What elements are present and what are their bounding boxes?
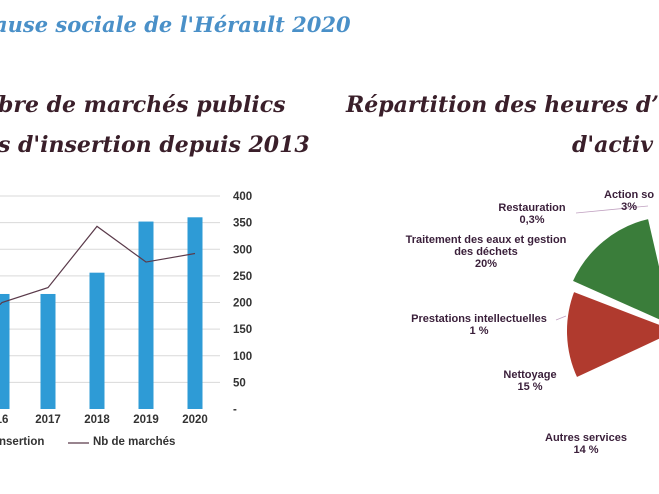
x-tick-label: 2018 xyxy=(84,414,110,426)
pie-label-nettoyage-name: Nettoyage xyxy=(503,369,557,381)
x-tick-label: 2017 xyxy=(35,414,61,426)
y2-tick-label: 100 xyxy=(233,351,252,363)
pie-slice xyxy=(565,289,659,380)
x-tick-label: 2019 xyxy=(133,414,159,426)
pie-label-prestations-value: 1 % xyxy=(469,325,489,337)
x-tick-label: 16 xyxy=(0,414,8,426)
pie-label-traitement-name: Traitement des eaux et gestion des déche… xyxy=(405,234,567,258)
y2-tick-label: 50 xyxy=(233,377,246,389)
bar xyxy=(187,217,203,409)
pie-label-nettoyage: Nettoyage 15 % xyxy=(494,369,566,393)
pie-label-restauration-name: Restauration xyxy=(498,202,566,214)
pie-label-traitement-value: 20% xyxy=(474,258,498,270)
y2-tick-label: 150 xyxy=(233,324,252,336)
legend-item-marches-label: Nb de marchés xyxy=(93,436,176,448)
page-banner: ause sociale de l'Hérault 2020 xyxy=(0,12,351,37)
bar xyxy=(0,293,10,409)
x-tick-label: 2020 xyxy=(182,414,208,426)
y2-tick-label: 200 xyxy=(233,298,252,310)
right-chart-title-line2: d'activ xyxy=(572,132,654,158)
pie-label-autres-services: Autres services 14 % xyxy=(538,432,634,456)
left-chart-title-line2: s d'insertion depuis 2013 xyxy=(0,132,310,158)
bar xyxy=(138,221,154,409)
bar xyxy=(40,293,56,409)
pie-label-prestations-name: Prestations intellectuelles xyxy=(411,313,547,325)
y2-tick-label: 300 xyxy=(233,244,252,256)
pie-label-action-sociale-name: Action so xyxy=(604,189,655,201)
y2-tick-label: 350 xyxy=(233,218,252,230)
y2-tick-label: 250 xyxy=(233,271,252,283)
pie-label-restauration: Restauration 0,3% xyxy=(492,202,572,226)
pie-label-restauration-value: 0,3% xyxy=(519,214,545,226)
bar xyxy=(89,272,105,409)
pie-label-action-sociale: Action so 3% xyxy=(604,189,654,213)
left-chart-title-line1: bre de marchés publics xyxy=(0,92,286,118)
pie-slice xyxy=(570,216,659,322)
leader-line-restauration xyxy=(575,205,649,214)
line-series-marches xyxy=(0,225,196,306)
pie-label-nettoyage-value: 15 % xyxy=(517,381,543,393)
legend-item-insertion-label: nsertion xyxy=(0,436,45,448)
y2-tick-label: 400 xyxy=(233,191,252,203)
pie-label-autres-services-value: 14 % xyxy=(573,444,599,456)
y2-tick-label: - xyxy=(233,404,237,416)
pie-label-autres-services-name: Autres services xyxy=(545,432,627,444)
pie-label-action-sociale-value: 3% xyxy=(621,201,638,213)
pie-label-prestations: Prestations intellectuelles 1 % xyxy=(404,313,554,337)
pie-label-traitement: Traitement des eaux et gestion des déche… xyxy=(398,234,574,270)
leader-line-prestations xyxy=(555,315,567,321)
right-chart-title-line1: Répartition des heures d’i xyxy=(346,92,659,118)
